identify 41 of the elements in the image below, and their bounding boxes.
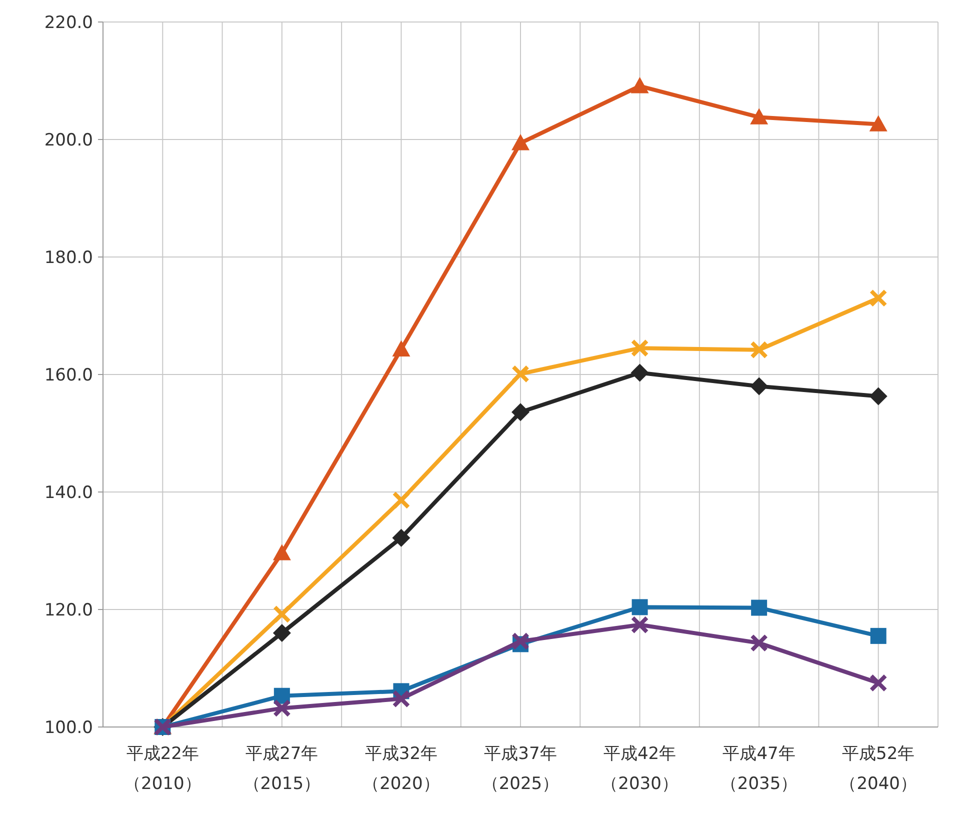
point [869,289,888,308]
point [272,699,291,718]
point [392,528,410,547]
point [272,544,291,560]
y-tick-label: 100.0 [44,718,93,738]
y-tick-label: 140.0 [44,482,93,503]
point [512,403,530,422]
point [750,108,768,124]
y-tick-label: 180.0 [44,248,93,268]
y-tick-label: 120.0 [44,600,93,620]
x-tick-label: 平成27年（2015） [242,743,322,796]
point [750,377,768,396]
point [630,364,649,382]
point [512,632,530,650]
point [869,387,888,406]
point [751,600,768,616]
point [272,624,291,642]
x-tick-label: 平成52年（2040） [838,743,918,796]
point [630,616,649,634]
x-tick-label: 平成47年（2035） [719,743,799,796]
point [512,364,530,383]
point [630,339,649,358]
point [870,628,886,644]
point [632,599,648,616]
x-tick-label: 平成32年（2020） [362,743,441,796]
point [750,340,768,359]
point [392,340,410,356]
point [512,134,530,150]
x-tick-label: 平成22年（2010） [123,743,202,796]
y-tick-label: 220.0 [44,12,93,33]
x-tick-label: 平成42年（2030） [600,743,680,796]
point [272,605,291,624]
y-tick-label: 160.0 [44,365,93,386]
x-tick-label: 平成37年（2025） [480,743,560,796]
point [750,634,768,652]
point [392,491,410,510]
point [392,690,410,708]
point [630,77,649,94]
point [869,674,888,692]
point [869,115,888,132]
y-tick-label: 200.0 [44,130,93,150]
